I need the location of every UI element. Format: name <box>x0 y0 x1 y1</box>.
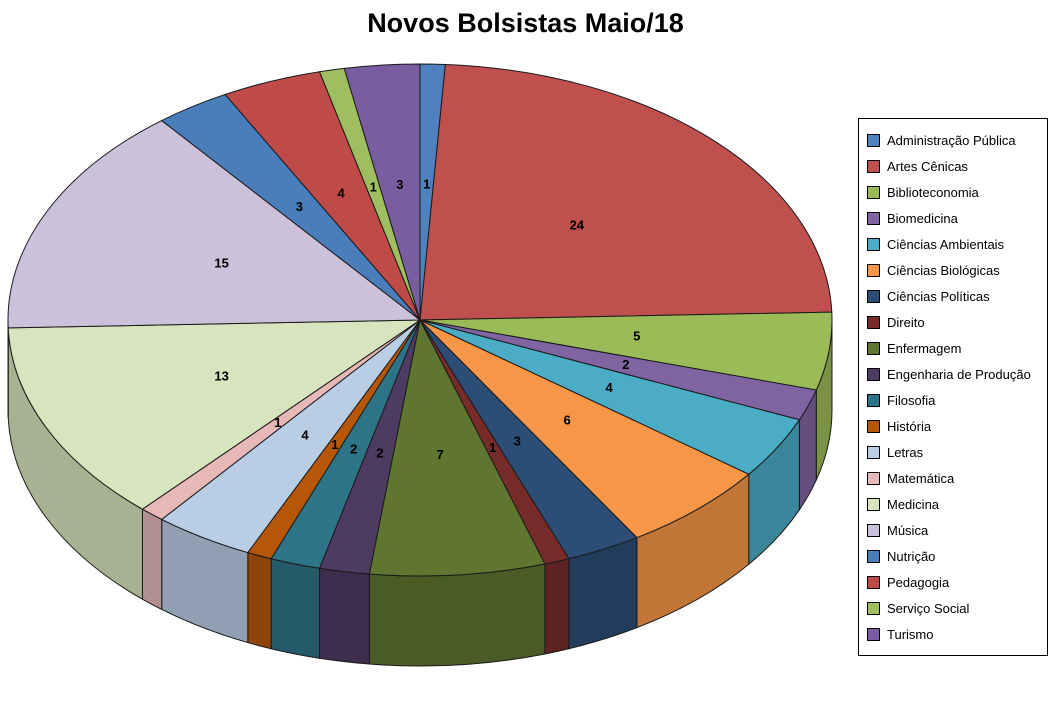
legend-label: História <box>887 418 932 434</box>
pie-slice-value-label: 3 <box>296 199 303 214</box>
legend-swatch <box>867 445 880 459</box>
legend-swatch <box>867 419 880 433</box>
pie-slice-value-label: 24 <box>570 218 585 233</box>
legend-item: Engenharia de Produção <box>867 361 1045 387</box>
pie-slice <box>7 119 422 329</box>
legend-item: Administração Pública <box>867 127 1045 153</box>
legend-swatch <box>867 575 880 589</box>
pie-slice <box>419 63 833 321</box>
legend-swatch <box>867 263 880 277</box>
legend-item: Matemática <box>867 465 1045 491</box>
legend-swatch <box>867 601 880 615</box>
legend-item: História <box>867 413 1045 439</box>
pie-slice-value-label: 4 <box>605 380 613 395</box>
pie-slice-value-label: 7 <box>436 447 443 462</box>
legend-label: Pedagogia <box>887 574 950 590</box>
legend-label: Nutrição <box>887 548 936 564</box>
legend-label: Ciências Políticas <box>887 288 990 304</box>
pie-slice-value-label: 1 <box>274 415 281 430</box>
legend-list: Administração Pública Artes Cênicas Biblio… <box>867 127 1045 647</box>
legend-item: Ciências Biológicas <box>867 257 1045 283</box>
legend-label: Letras <box>887 444 924 460</box>
legend-swatch <box>867 185 880 199</box>
legend-label: Biomedicina <box>887 210 958 226</box>
legend-swatch <box>867 523 880 537</box>
pie-slice-value-label: 2 <box>622 357 629 372</box>
legend-swatch <box>867 497 880 511</box>
legend-swatch <box>867 211 880 225</box>
pie-slice-value-label: 1 <box>489 440 496 455</box>
legend-swatch <box>867 393 880 407</box>
pie-slice-value-label: 3 <box>514 434 521 449</box>
pie-slice-value-label: 1 <box>423 176 430 191</box>
legend-item: Música <box>867 517 1045 543</box>
legend-item: Artes Cênicas <box>867 153 1045 179</box>
pie-slice <box>368 318 546 577</box>
legend-label: Ciências Biológicas <box>887 262 1000 278</box>
pie-slice-wall <box>141 508 163 611</box>
legend-swatch <box>867 549 880 563</box>
pie-slice-value-label: 4 <box>301 427 309 442</box>
legend-swatch <box>867 627 880 641</box>
pie-slice-value-label: 5 <box>633 329 640 344</box>
legend-label: Turismo <box>887 626 934 642</box>
pie-slice-value-label: 2 <box>350 441 357 456</box>
legend-item: Direito <box>867 309 1045 335</box>
legend-item: Enfermagem <box>867 335 1045 361</box>
legend-item: Biomedicina <box>867 205 1045 231</box>
pie-slice-value-label: 15 <box>214 255 228 270</box>
legend-item: Ciências Ambientais <box>867 231 1045 257</box>
pie-slice-wall <box>270 558 321 659</box>
legend-label: Artes Cênicas <box>887 158 968 174</box>
pie-slice <box>343 63 421 321</box>
pie-slice-wall <box>544 558 570 655</box>
legend-label: Ciências Ambientais <box>887 236 1005 252</box>
legend-swatch <box>867 133 880 147</box>
legend-item: Serviço Social <box>867 595 1045 621</box>
pie-slice-wall <box>368 563 546 667</box>
legend-item: Letras <box>867 439 1045 465</box>
pie-slice-wall <box>247 551 272 650</box>
legend-swatch <box>867 367 880 381</box>
pie-slice-value-label: 3 <box>396 177 403 192</box>
legend-swatch <box>867 159 880 173</box>
legend-label: Medicina <box>887 496 940 512</box>
legend-swatch <box>867 471 880 485</box>
legend-label: Engenharia de Produção <box>887 366 1031 382</box>
pie-slice-value-label: 2 <box>376 445 383 460</box>
pie-slice <box>7 319 422 510</box>
legend-swatch <box>867 315 880 329</box>
pie-slice-value-label: 6 <box>563 412 570 427</box>
legend-label: Biblioteconomia <box>887 184 979 200</box>
legend-swatch <box>867 289 880 303</box>
legend-item: Turismo <box>867 621 1045 647</box>
pie-slice-value-label: 1 <box>370 180 377 195</box>
legend-label: Música <box>887 522 929 538</box>
legend-label: Enfermagem <box>887 340 962 356</box>
legend-item: Pedagogia <box>867 569 1045 595</box>
pie-slice <box>419 319 750 539</box>
legend-label: Administração Pública <box>887 132 1016 148</box>
legend-swatch <box>867 237 880 251</box>
legend-item: Filosofia <box>867 387 1045 413</box>
legend-label: Matemática <box>887 470 955 486</box>
chart-legend: Administração Pública Artes Cênicas Biblio… <box>858 118 1048 656</box>
legend-label: Serviço Social <box>887 600 970 616</box>
chart-title: Novos Bolsistas Maio/18 <box>367 8 684 38</box>
legend-label: Direito <box>887 314 925 330</box>
legend-item: Medicina <box>867 491 1045 517</box>
legend-label: Filosofia <box>887 392 936 408</box>
pie-slice-value-label: 13 <box>214 369 228 384</box>
pie-slice-value-label: 4 <box>337 186 345 201</box>
pie-slice-wall <box>319 567 370 665</box>
legend-swatch <box>867 341 880 355</box>
pie-slice-value-label: 1 <box>331 437 338 452</box>
legend-item: Ciências Políticas <box>867 283 1045 309</box>
legend-item: Nutrição <box>867 543 1045 569</box>
legend-item: Biblioteconomia <box>867 179 1045 205</box>
